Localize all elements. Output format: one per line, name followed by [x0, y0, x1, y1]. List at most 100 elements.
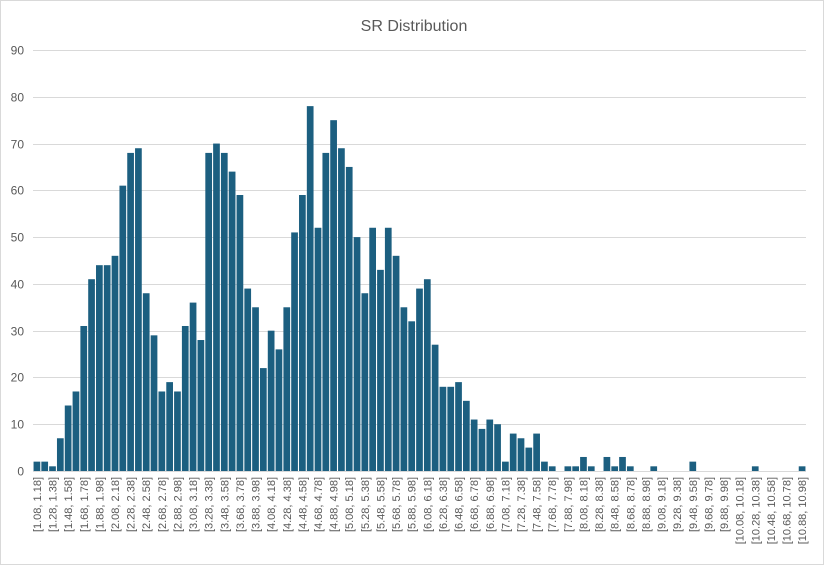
- x-tick-label: [2.08, 2.18]: [110, 477, 122, 532]
- histogram-bar: [353, 237, 361, 471]
- histogram-bar: [267, 330, 275, 471]
- histogram-bar: [158, 391, 166, 471]
- x-tick-label: [8.88, 8.98]: [641, 477, 653, 532]
- histogram-bar: [252, 307, 259, 471]
- x-tick-label: [7.68, 7.78]: [547, 477, 559, 532]
- x-tick-label: [6.88, 6.98]: [485, 477, 497, 532]
- histogram-bar: [603, 456, 611, 471]
- x-tick-label: [6.48, 6.58]: [454, 477, 466, 532]
- histogram-bar: [392, 255, 400, 471]
- histogram-bar: [525, 447, 533, 471]
- y-tick-label: 20: [11, 371, 25, 385]
- y-tick-label: 40: [11, 278, 25, 292]
- histogram-bar: [400, 307, 408, 471]
- histogram-bar: [322, 152, 330, 471]
- histogram-bar: [338, 148, 345, 472]
- histogram-bar: [33, 461, 41, 471]
- x-tick-label: [5.48, 5.58]: [375, 477, 387, 532]
- histogram-bar: [345, 166, 353, 471]
- x-tick-label: [3.08, 3.18]: [188, 477, 200, 532]
- histogram-bar: [361, 293, 369, 471]
- histogram-bar: [416, 288, 423, 471]
- y-tick-label: 0: [17, 465, 24, 479]
- histogram-bar: [166, 382, 173, 471]
- histogram-bar: [548, 466, 556, 471]
- histogram-bar: [111, 255, 119, 471]
- x-tick-label: [4.68, 4.78]: [313, 477, 325, 532]
- histogram-bar: [330, 120, 337, 472]
- x-tick-label: [4.08, 4.18]: [266, 477, 278, 532]
- histogram-bar: [564, 466, 572, 471]
- x-tick-label: [5.68, 5.78]: [391, 477, 403, 532]
- histogram-bar: [572, 466, 580, 471]
- x-tick-label: [10.68, 10.78]: [781, 477, 793, 544]
- x-tick-label: [5.28, 5.38]: [360, 477, 372, 532]
- histogram-bar: [181, 325, 189, 471]
- histogram-bar: [626, 466, 634, 471]
- histogram-bar: [88, 279, 95, 471]
- x-tick-label: [3.48, 3.58]: [219, 477, 231, 532]
- x-tick-label: [4.48, 4.58]: [297, 477, 309, 532]
- histogram-bar: [462, 400, 470, 471]
- histogram-bar: [689, 461, 697, 471]
- x-tick-label: [4.88, 4.98]: [329, 477, 341, 532]
- x-tick-label: [10.28, 10.38]: [750, 477, 762, 544]
- y-tick-label: 10: [11, 418, 25, 432]
- histogram-bar: [541, 461, 548, 471]
- x-tick-label: [2.48, 2.58]: [141, 477, 153, 532]
- histogram-bar: [369, 227, 376, 471]
- x-tick-label: [8.28, 8.38]: [594, 477, 606, 532]
- y-tick-label: 50: [11, 231, 25, 245]
- histogram-bar: [486, 419, 494, 471]
- histogram-bar: [49, 466, 56, 471]
- histogram-bar: [96, 265, 103, 471]
- histogram-bar: [72, 391, 80, 471]
- x-tick-label: [8.68, 8.78]: [625, 477, 637, 532]
- histogram-bar: [205, 152, 213, 471]
- histogram-bar: [580, 456, 587, 471]
- x-tick-label: [6.28, 6.38]: [438, 477, 450, 532]
- histogram-bar: [478, 428, 486, 471]
- x-tick-label: [9.48, 9.58]: [688, 477, 700, 532]
- y-axis-tick-labels: 0 10 20 30 40 50 60 70 80 90: [11, 44, 25, 479]
- bars: [33, 106, 806, 472]
- histogram-bar: [142, 293, 150, 471]
- histogram-bar: [455, 382, 462, 471]
- histogram-bar: [751, 466, 759, 471]
- x-tick-label: [9.08, 9.18]: [657, 477, 669, 532]
- histogram-bar: [502, 461, 509, 471]
- histogram-bar: [64, 405, 72, 471]
- histogram-bar: [619, 456, 626, 471]
- histogram-bar: [650, 466, 658, 471]
- x-tick-label: [2.28, 2.38]: [126, 477, 138, 532]
- x-tick-label: [2.88, 2.98]: [172, 477, 184, 532]
- histogram-bar: [439, 386, 447, 471]
- histogram-bar: [197, 340, 205, 471]
- x-tick-label: [7.28, 7.38]: [516, 477, 528, 532]
- x-tick-label: [1.28, 1.38]: [48, 477, 60, 532]
- x-tick-label: [10.88, 10.98]: [797, 477, 809, 544]
- histogram-bar: [56, 438, 64, 471]
- x-tick-label: [8.08, 8.18]: [578, 477, 590, 532]
- y-tick-label: 90: [11, 44, 25, 58]
- x-tick-label: [9.68, 9.78]: [703, 477, 715, 532]
- x-tick-label: [3.68, 3.78]: [235, 477, 247, 532]
- histogram-bar: [408, 321, 416, 471]
- histogram-bar: [798, 466, 806, 471]
- histogram-bar: [236, 195, 244, 471]
- histogram-bar: [259, 368, 267, 471]
- histogram-bar: [283, 307, 291, 471]
- histogram-bar: [611, 466, 619, 471]
- histogram-bar: [299, 195, 306, 471]
- chart-title: SR Distribution: [361, 18, 468, 35]
- histogram-bar: [150, 335, 158, 471]
- x-tick-label: [5.08, 5.18]: [344, 477, 356, 532]
- x-tick-label: [10.08, 10.18]: [735, 477, 747, 544]
- histogram-bar: [306, 106, 314, 471]
- x-tick-label: [3.88, 3.98]: [251, 477, 263, 532]
- x-tick-label: [2.68, 2.78]: [157, 477, 169, 532]
- histogram-bar: [431, 344, 439, 471]
- x-tick-label: [1.88, 1.98]: [94, 477, 106, 532]
- histogram-bar: [135, 148, 142, 472]
